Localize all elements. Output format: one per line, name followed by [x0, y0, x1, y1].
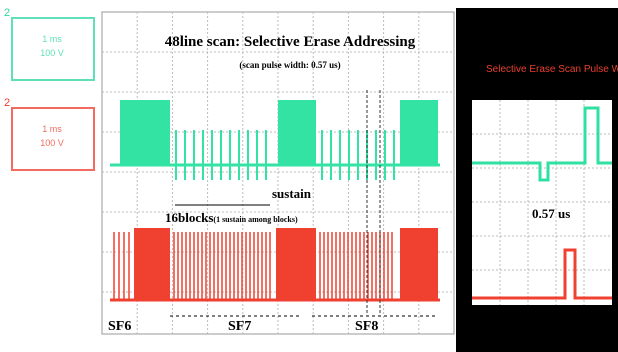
ch1-line1: 1 ms [42, 34, 62, 44]
zoom-width-label: 0.57 us [532, 206, 570, 221]
red-burst [276, 228, 316, 300]
green-burst [120, 100, 170, 165]
green-burst [400, 100, 438, 165]
ch1-number: 2 [4, 7, 10, 19]
zoom-title: Selective Erase Scan Pulse Width [486, 64, 618, 75]
ch1-line2: 100 V [40, 48, 64, 58]
ch2-line1: 1 ms [42, 124, 62, 134]
scope-title: 48line scan: Selective Erase Addressing [165, 34, 416, 50]
zoom-title-text: Selective Erase Scan Pulse Width [486, 64, 618, 75]
green-burst [278, 100, 316, 165]
red-burst [400, 228, 438, 300]
page: 2 1 ms 100 V 2 1 ms 100 V 48line scan: S… [0, 0, 618, 352]
ch2-number: 2 [4, 97, 10, 109]
sf-label: SF6 [108, 319, 131, 334]
blocks-count: 16blocks [165, 210, 213, 225]
red-burst [134, 228, 170, 300]
sustain-label: sustain [272, 186, 312, 201]
sf-label: SF7 [228, 319, 251, 334]
blocks-note: (1 sustain among blocks) [213, 215, 298, 224]
sf-label: SF8 [355, 319, 378, 334]
scope-screenshot: 2 1 ms 100 V 2 1 ms 100 V 48line scan: S… [0, 0, 618, 352]
ch2-line2: 100 V [40, 138, 64, 148]
scope-subtitle: (scan pulse width: 0.57 us) [239, 60, 340, 70]
